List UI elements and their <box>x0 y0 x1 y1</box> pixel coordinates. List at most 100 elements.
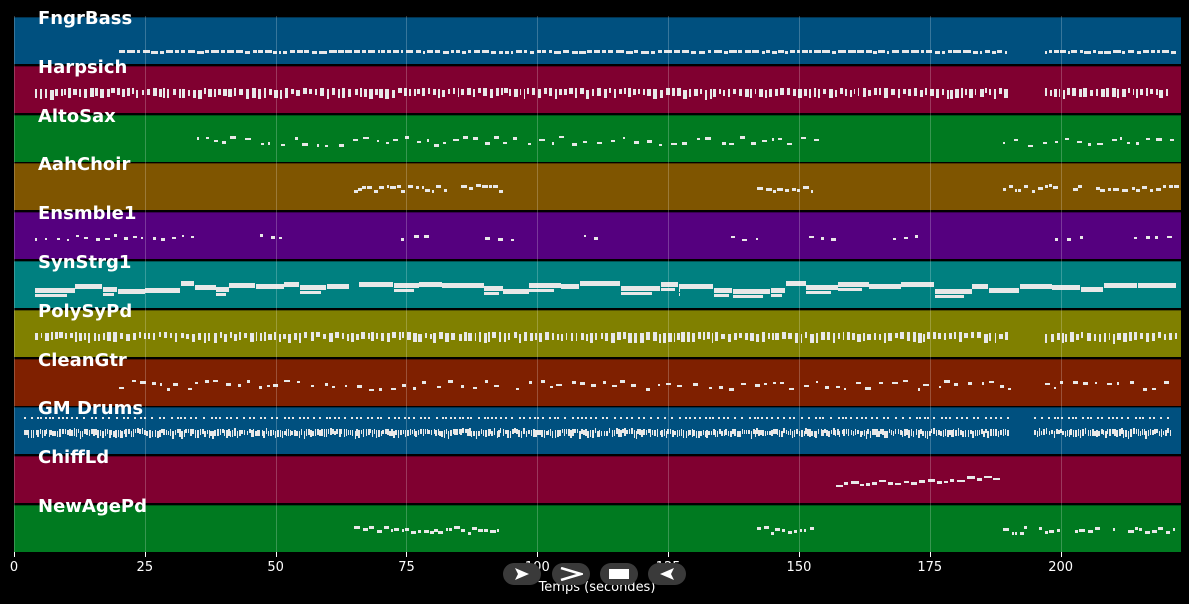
midi-note <box>59 332 64 338</box>
midi-note <box>946 89 949 100</box>
midi-note <box>919 417 922 420</box>
midi-note <box>158 331 162 338</box>
midi-note <box>433 333 437 343</box>
midi-note <box>1129 331 1133 341</box>
midi-note <box>351 429 354 436</box>
midi-note <box>624 428 626 437</box>
midi-note <box>360 417 363 420</box>
midi-note <box>956 417 959 420</box>
midi-note <box>187 89 190 96</box>
midi-note <box>934 294 965 298</box>
midi-note <box>359 281 394 287</box>
midi-note <box>516 387 519 391</box>
midi-note <box>1097 417 1100 420</box>
midi-note <box>196 51 204 54</box>
midi-note <box>991 51 996 54</box>
midi-note <box>251 430 253 438</box>
midi-note <box>581 429 583 434</box>
midi-note <box>793 88 796 96</box>
track-name: ChiffLd <box>38 447 110 469</box>
midi-note <box>494 384 500 388</box>
midi-note <box>959 332 963 342</box>
midi-note <box>976 429 979 436</box>
midi-note <box>213 89 216 98</box>
midi-note <box>289 429 292 436</box>
tick-mark <box>14 552 15 557</box>
midi-note <box>1130 429 1132 437</box>
midi-note <box>353 138 358 142</box>
rewind-button[interactable] <box>648 563 686 585</box>
midi-note <box>863 429 866 437</box>
midi-note <box>888 332 893 342</box>
midi-note <box>141 89 145 95</box>
fast-forward-button[interactable] <box>552 563 590 585</box>
midi-note <box>559 89 562 96</box>
midi-note <box>1139 430 1142 436</box>
midi-note <box>813 430 816 438</box>
midi-note <box>413 88 416 96</box>
midi-note <box>137 50 141 53</box>
midi-note <box>572 428 574 436</box>
midi-note <box>922 431 924 437</box>
midi-note <box>574 428 576 434</box>
midi-note <box>102 417 105 420</box>
midi-note <box>1087 143 1091 146</box>
midi-note <box>461 529 466 533</box>
midi-note <box>165 429 168 436</box>
midi-note <box>456 428 458 436</box>
midi-note <box>174 333 178 343</box>
midi-note <box>613 417 616 420</box>
midi-note <box>949 332 952 339</box>
midi-note <box>867 89 871 96</box>
midi-note <box>243 332 247 338</box>
midi-note <box>1127 431 1130 439</box>
midi-note <box>918 429 920 438</box>
midi-note <box>192 429 194 435</box>
midi-note <box>1056 428 1058 435</box>
midi-note <box>356 417 359 420</box>
midi-note <box>215 417 218 420</box>
midi-note <box>369 88 373 99</box>
midi-note <box>554 430 557 438</box>
stop-button[interactable] <box>600 563 638 585</box>
midi-note <box>1108 332 1111 341</box>
midi-note <box>159 383 162 386</box>
midi-note <box>31 417 34 420</box>
midi-note <box>413 417 416 420</box>
midi-note <box>304 332 308 338</box>
midi-note <box>390 387 397 391</box>
midi-note <box>920 428 922 435</box>
midi-note <box>999 417 1002 420</box>
midi-note <box>95 88 99 96</box>
play-button[interactable] <box>503 563 541 585</box>
midi-note <box>1112 527 1116 531</box>
midi-note <box>197 89 202 99</box>
midi-note <box>439 431 441 436</box>
midi-note <box>1071 417 1074 420</box>
midi-note <box>501 88 503 96</box>
midi-note <box>1079 528 1085 532</box>
midi-note <box>172 236 176 240</box>
midi-note <box>924 430 927 439</box>
midi-note <box>210 431 212 436</box>
track-name: CleanGtr <box>38 349 127 371</box>
midi-note <box>732 288 771 294</box>
midi-note <box>1156 88 1158 95</box>
midi-note <box>904 236 908 240</box>
midi-note <box>764 431 767 437</box>
midi-note <box>740 417 743 420</box>
midi-note <box>1086 417 1089 420</box>
midi-note <box>861 430 864 435</box>
tick-label: 50 <box>267 560 284 575</box>
midi-note <box>202 429 204 434</box>
midi-note <box>902 379 908 383</box>
midi-note <box>632 88 637 95</box>
midi-note <box>369 428 372 434</box>
midi-note <box>1122 51 1125 54</box>
midi-note <box>902 417 905 420</box>
midi-note <box>493 184 498 188</box>
midi-note <box>1142 388 1148 391</box>
midi-note <box>131 88 135 94</box>
midi-note <box>467 531 471 535</box>
midi-note <box>658 143 663 147</box>
